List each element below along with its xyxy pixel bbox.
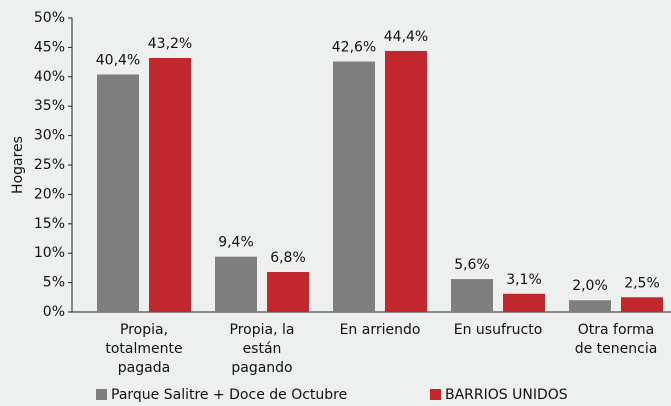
bar [97,74,139,312]
x-tick-label: pagada [118,360,170,376]
bar [451,279,493,312]
legend-swatch [430,389,441,400]
bar [569,300,611,312]
bar [333,61,375,313]
y-tick-label: 35% [34,98,65,114]
data-label: 42,6% [332,40,376,56]
x-tick-label: Propia, la [230,322,295,338]
data-label: 5,6% [454,257,490,273]
bar [503,293,545,312]
y-axis-label: Hogares [10,136,26,194]
data-label: 6,8% [270,250,306,266]
data-label: 2,0% [572,278,608,294]
x-tick-label: totalmente [105,341,182,357]
legend-swatch [96,389,107,400]
x-tick-label: En arriendo [340,322,421,338]
x-tick-label: En usufructo [454,322,543,338]
bar [149,57,191,312]
y-tick-label: 50% [34,10,65,26]
y-tick-label: 5% [43,275,65,291]
data-label: 40,4% [96,52,140,68]
data-label: 43,2% [148,36,192,52]
x-tick-label: de tenencia [575,341,658,357]
y-tick-label: 0% [43,304,65,320]
y-tick-label: 45% [34,39,65,55]
bar [267,272,309,312]
y-tick-label: 25% [34,157,65,173]
y-tick-label: 30% [34,128,65,144]
x-tick-label: están [243,341,282,357]
y-tick-label: 20% [34,186,65,202]
x-tick-label: Propia, [120,322,168,338]
x-tick-label: Otra forma [578,322,655,338]
data-label: 44,4% [384,29,428,45]
y-tick-label: 15% [34,216,65,232]
data-label: 3,1% [506,272,542,288]
x-tick-label: pagando [231,360,292,376]
data-label: 2,5% [624,275,660,291]
y-tick-label: 40% [34,69,65,85]
bar [385,50,427,312]
bar [215,256,257,312]
legend-label: BARRIOS UNIDOS [445,387,568,403]
bar [621,297,663,312]
y-tick-label: 10% [34,245,65,261]
data-label: 9,4% [218,235,254,251]
legend-label: Parque Salitre + Doce de Octubre [111,387,347,403]
